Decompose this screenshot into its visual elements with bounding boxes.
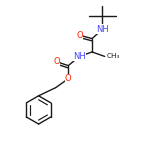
Text: O: O xyxy=(65,74,72,83)
Text: CH₃: CH₃ xyxy=(107,53,120,59)
Text: NH: NH xyxy=(96,25,109,34)
Text: O: O xyxy=(53,57,60,66)
Text: NH: NH xyxy=(73,52,86,61)
Text: O: O xyxy=(76,31,83,40)
